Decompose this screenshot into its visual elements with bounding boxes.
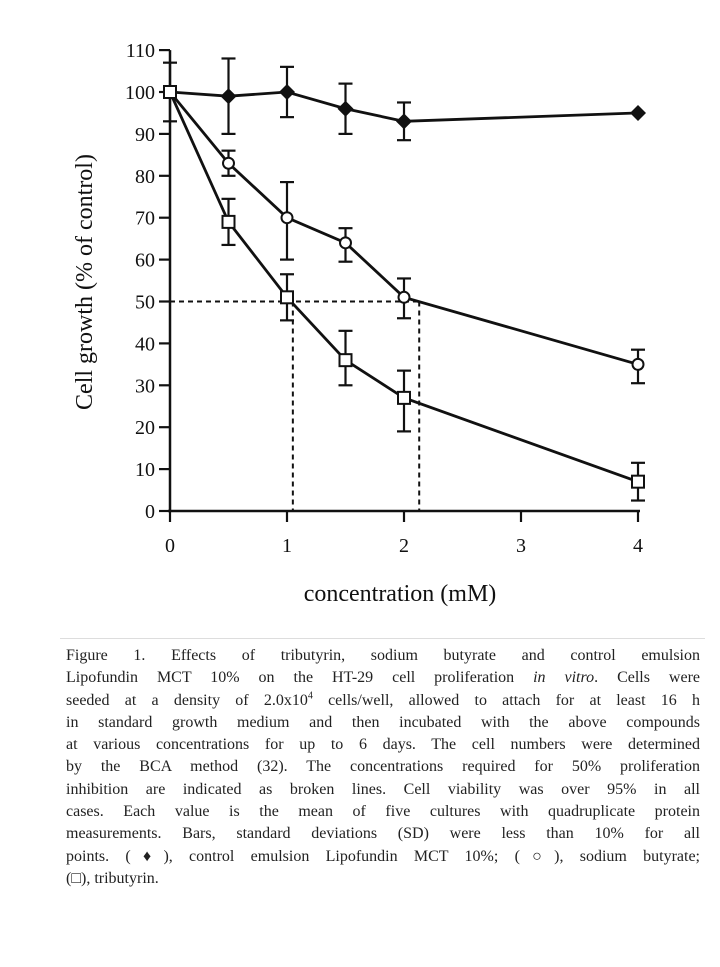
ic50-reference-lines (170, 300, 421, 511)
y-tick-label: 70 (135, 208, 155, 230)
y-axis-label: Cell growth (% of control) (72, 154, 98, 410)
caption-text: 4 (307, 690, 313, 702)
caption-text: seeded at a density of 2.0x10 (66, 691, 308, 709)
caption-text: (□), tributyrin. (66, 869, 159, 887)
data-point-square (221, 214, 236, 229)
y-tick-label: 10 (135, 459, 155, 481)
data-point-diamond (220, 88, 237, 105)
caption-text: by the BCA method (32). The concentratio… (66, 758, 700, 776)
series-filled-diamond (162, 57, 646, 142)
data-point-circle (631, 357, 645, 371)
caption-text: Figure 1. Effects of tributyrin, sodium … (66, 647, 700, 664)
y-tick-label: 90 (135, 124, 155, 146)
axes: 0 10 20 30 40 50 60 70 80 90 100 110 0 1 2 3 4 (125, 40, 643, 557)
series-line (168, 91, 639, 483)
y-tick-label: 50 (135, 292, 155, 314)
y-tick-label: 30 (135, 375, 155, 397)
data-point-square (163, 85, 177, 99)
caption-text: points. (♦), control emulsion Lipofundin… (66, 847, 700, 865)
y-tick-label: 60 (135, 250, 155, 272)
y-tick-label: 40 (135, 333, 155, 355)
x-axis-label: concentration (mM) (304, 581, 497, 607)
caption-line: (□), tributyrin. (66, 868, 700, 890)
caption-text: cells/well, allowed to attach for at lea… (312, 691, 701, 709)
caption-text: inhibition are indicated as broken lines… (66, 780, 700, 798)
y-tick-label: 80 (135, 166, 155, 188)
caption-text: cases. Each value is the mean of five cu… (66, 803, 700, 821)
x-tick-label: 0 (165, 535, 175, 557)
y-tick-label: 110 (126, 40, 155, 62)
data-point-circle (280, 211, 294, 225)
caption-line: seeded at a density of 2.0x104 cells/wel… (66, 690, 700, 712)
data-point-square (338, 353, 353, 368)
y-tick-label: 0 (145, 501, 155, 523)
series-line (169, 90, 639, 123)
x-tick-label: 3 (516, 535, 526, 557)
y-tick-label: 100 (125, 82, 155, 104)
data-point-circle (339, 236, 352, 250)
caption-line: by the BCA method (32). The concentratio… (66, 756, 700, 778)
data-point-diamond (630, 104, 646, 121)
caption-line: inhibition are indicated as broken lines… (66, 779, 700, 801)
x-tick-label: 2 (399, 535, 409, 557)
caption-text: in vitro (533, 669, 595, 687)
data-point-square (280, 290, 294, 305)
caption-line: in standard growth medium and then incub… (66, 712, 700, 734)
series-open-square (163, 85, 645, 502)
series-group (162, 57, 646, 502)
caption-line: at various concentrations for up to 6 da… (66, 734, 700, 756)
data-point-diamond (396, 113, 412, 130)
data-point-diamond (279, 84, 295, 100)
series-line (168, 91, 639, 366)
caption-line: Lipofundin MCT 10% on the HT-29 cell pro… (66, 667, 700, 689)
data-point-square (397, 390, 411, 405)
caption-line: points. (♦), control emulsion Lipofundin… (66, 846, 700, 868)
caption-line: measurements. Bars, standard deviations … (66, 823, 700, 845)
caption-text: at various concentrations for up to 6 da… (66, 736, 700, 754)
y-tick-label: 20 (135, 417, 155, 439)
data-point-circle (397, 290, 411, 304)
figure-caption: Figure 1. Effects of tributyrin, sodium … (66, 645, 700, 890)
caption-text: . Cells were (594, 669, 700, 687)
x-tick-label: 1 (282, 535, 292, 557)
caption-divider (60, 638, 705, 639)
data-point-square (631, 474, 645, 489)
caption-text: in standard growth medium and then incub… (66, 713, 700, 731)
caption-text: Lipofundin MCT 10% on the HT-29 cell pro… (66, 669, 534, 687)
caption-line: Figure 1. Effects of tributyrin, sodium … (66, 645, 700, 667)
x-tick-label: 4 (633, 535, 643, 557)
cell-growth-chart: 0 10 20 30 40 50 60 70 80 90 100 110 0 1 2 3 4 concentra… (72, 40, 646, 607)
caption-line: cases. Each value is the mean of five cu… (66, 801, 700, 823)
data-point-diamond (337, 100, 354, 117)
data-point-circle (222, 156, 235, 170)
caption-text: measurements. Bars, standard deviations … (66, 825, 700, 843)
